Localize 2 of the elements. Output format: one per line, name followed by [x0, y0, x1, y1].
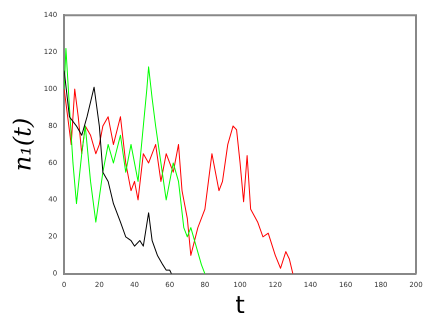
- y-axis-title: n₁(t): [8, 118, 37, 172]
- x-axis-title: t: [235, 290, 245, 319]
